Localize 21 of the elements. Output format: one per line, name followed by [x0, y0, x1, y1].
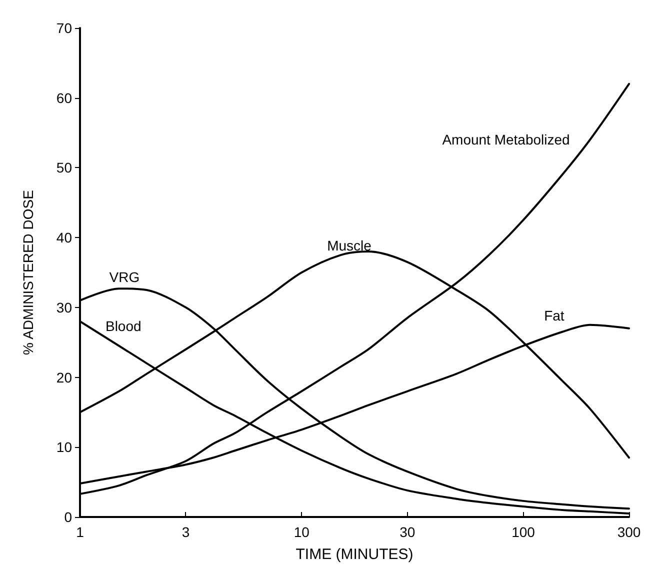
y-tick-label: 50: [56, 160, 72, 176]
x-tick-label: 10: [294, 524, 310, 540]
y-tick-label: 60: [56, 90, 72, 106]
y-tick-label: 10: [56, 439, 72, 456]
annotation: Fat: [544, 307, 564, 324]
y-tick-label: 20: [56, 369, 72, 386]
x-tick-label: 300: [617, 524, 641, 540]
y-tick-label: 30: [56, 299, 72, 316]
annotation: VRG: [109, 268, 140, 285]
annotation: Muscle: [327, 238, 372, 254]
y-tick-label: 40: [56, 230, 72, 246]
x-tick-label: 30: [400, 524, 416, 540]
y-tick-label: 0: [64, 509, 72, 525]
annotation: Blood: [105, 318, 142, 334]
y-tick-label: 70: [56, 20, 72, 36]
x-tick-label: 3: [182, 524, 190, 540]
x-axis-title: TIME (MINUTES): [296, 546, 414, 563]
y-axis-title: % ADMINISTERED DOSE: [20, 190, 36, 355]
x-tick-label: 1: [76, 524, 84, 540]
x-tick-label: 100: [512, 524, 536, 540]
annotation: Amount Metabolized: [442, 131, 570, 148]
